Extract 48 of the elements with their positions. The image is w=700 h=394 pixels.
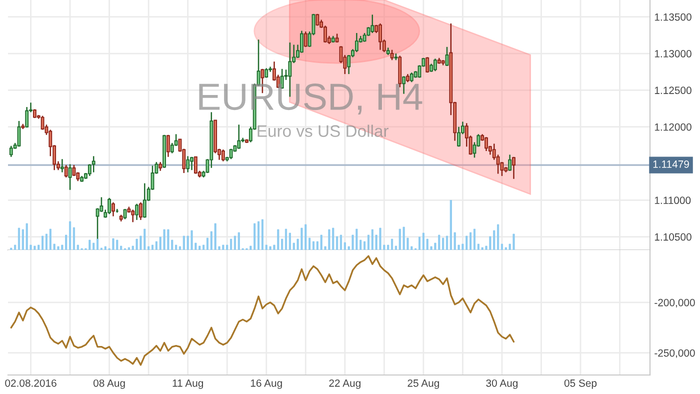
candlestick [135,203,138,221]
x-tick-label: 25 Aug [408,379,439,389]
y-tick-label: 1.11000 [654,196,691,204]
candlestick [434,58,437,72]
y-tick-label: 1.13000 [654,50,692,58]
candlestick [139,202,142,221]
x-tick-label: 02.08.2016 [5,379,56,387]
x-tick-label: 11 Aug [172,380,204,389]
candlestick [378,22,382,50]
candlestick [390,49,394,61]
x-tick-label: 22 Aug [329,379,360,389]
ref-line-label: 1.11479 [653,160,689,168]
annotation: Euro vs US Dollar [258,124,389,137]
candlestick [142,182,146,218]
candlestick [237,124,241,150]
y-tick-label: 1.13500 [654,13,692,21]
y-tick-label: -250,000 [654,349,695,358]
candlestick [92,156,96,173]
candlestick [190,156,194,171]
candlestick [304,30,308,48]
candlestick [426,56,430,74]
x-tick-label: 30 Aug [486,379,518,389]
y-tick-label: -200,000 [654,298,695,308]
candlestick [112,202,115,217]
candlestick [108,197,112,215]
candlestick [484,136,488,152]
x-tick-label: 05 Sep [564,379,597,389]
candlestick [186,156,190,173]
candlestick [9,145,13,158]
candlestick [68,164,72,191]
candlestick [512,156,516,180]
candlestick [354,32,358,53]
candlestick [410,72,414,83]
candlestick [370,14,374,34]
candlestick [221,148,225,162]
x-tick-label: 08 Aug [93,379,125,389]
x-tick-label: 16 Aug [250,379,282,389]
y-tick-label: 1.12500 [654,86,692,94]
candlestick [508,154,512,172]
y-tick-label: 1.10500 [654,233,692,241]
candlestick [166,134,170,158]
candlestick [64,164,68,178]
candlestick [131,209,135,223]
candlestick [25,106,29,128]
line-series [10,255,515,366]
candlestick [194,156,198,174]
y-tick-label: 1.12000 [654,123,692,131]
candlestick [60,158,64,173]
